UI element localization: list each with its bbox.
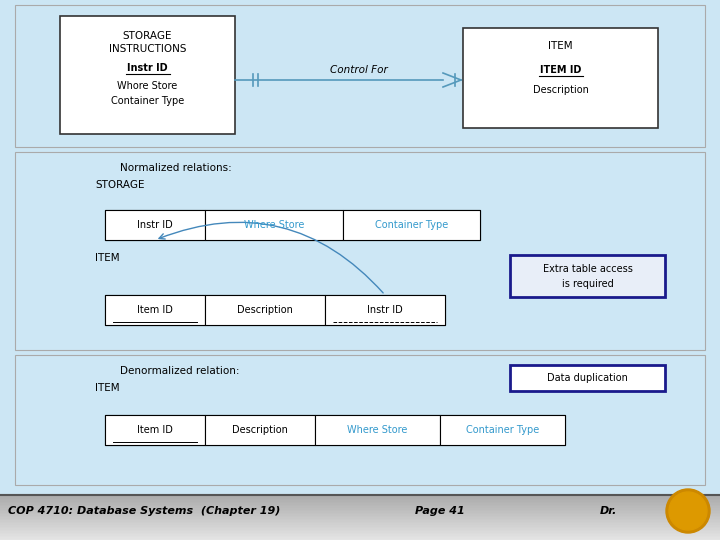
FancyBboxPatch shape bbox=[15, 152, 705, 350]
Text: Extra table access: Extra table access bbox=[543, 264, 632, 274]
Text: ITEM: ITEM bbox=[548, 41, 573, 51]
Text: Item ID: Item ID bbox=[137, 305, 173, 315]
Text: COP 4710: Database Systems  (Chapter 19): COP 4710: Database Systems (Chapter 19) bbox=[8, 506, 280, 516]
FancyBboxPatch shape bbox=[343, 210, 480, 240]
FancyBboxPatch shape bbox=[60, 16, 235, 134]
Text: ITEM: ITEM bbox=[95, 253, 120, 263]
Text: Dr.: Dr. bbox=[600, 506, 617, 516]
FancyBboxPatch shape bbox=[205, 415, 315, 445]
FancyBboxPatch shape bbox=[105, 415, 565, 445]
FancyBboxPatch shape bbox=[15, 355, 705, 485]
Text: Container Type: Container Type bbox=[111, 96, 184, 106]
FancyBboxPatch shape bbox=[0, 495, 720, 540]
Text: Container Type: Container Type bbox=[375, 220, 448, 230]
Text: INSTRUCTIONS: INSTRUCTIONS bbox=[109, 44, 186, 54]
FancyBboxPatch shape bbox=[105, 295, 205, 325]
Circle shape bbox=[669, 492, 707, 530]
FancyBboxPatch shape bbox=[105, 210, 480, 240]
Text: Control For: Control For bbox=[330, 65, 388, 75]
Text: is required: is required bbox=[562, 279, 613, 289]
Text: Description: Description bbox=[533, 85, 588, 95]
FancyBboxPatch shape bbox=[15, 5, 705, 147]
Text: Denormalized relation:: Denormalized relation: bbox=[120, 366, 240, 376]
Text: ITEM ID: ITEM ID bbox=[540, 65, 581, 75]
Text: Instr ID: Instr ID bbox=[367, 305, 403, 315]
Circle shape bbox=[666, 489, 710, 533]
Text: Where Store: Where Store bbox=[347, 425, 408, 435]
FancyBboxPatch shape bbox=[105, 210, 205, 240]
FancyBboxPatch shape bbox=[105, 295, 445, 325]
Text: Where Store: Where Store bbox=[244, 220, 304, 230]
FancyBboxPatch shape bbox=[463, 28, 658, 128]
Text: Whore Store: Whore Store bbox=[117, 81, 178, 91]
FancyBboxPatch shape bbox=[105, 415, 205, 445]
Text: Description: Description bbox=[237, 305, 293, 315]
Text: Item ID: Item ID bbox=[137, 425, 173, 435]
Text: Page 41: Page 41 bbox=[415, 506, 464, 516]
FancyBboxPatch shape bbox=[325, 295, 445, 325]
Text: Normalized relations:: Normalized relations: bbox=[120, 163, 232, 173]
Text: Data duplication: Data duplication bbox=[547, 373, 628, 383]
Text: Description: Description bbox=[232, 425, 288, 435]
FancyBboxPatch shape bbox=[510, 365, 665, 391]
Text: Instr ID: Instr ID bbox=[127, 63, 168, 73]
FancyBboxPatch shape bbox=[205, 295, 325, 325]
FancyBboxPatch shape bbox=[440, 415, 565, 445]
FancyBboxPatch shape bbox=[205, 210, 343, 240]
FancyBboxPatch shape bbox=[315, 415, 440, 445]
Text: STORAGE: STORAGE bbox=[122, 31, 172, 41]
Text: ITEM: ITEM bbox=[95, 383, 120, 393]
Text: Container Type: Container Type bbox=[466, 425, 539, 435]
Text: Instr ID: Instr ID bbox=[137, 220, 173, 230]
FancyBboxPatch shape bbox=[510, 255, 665, 297]
Text: STORAGE: STORAGE bbox=[95, 180, 145, 190]
